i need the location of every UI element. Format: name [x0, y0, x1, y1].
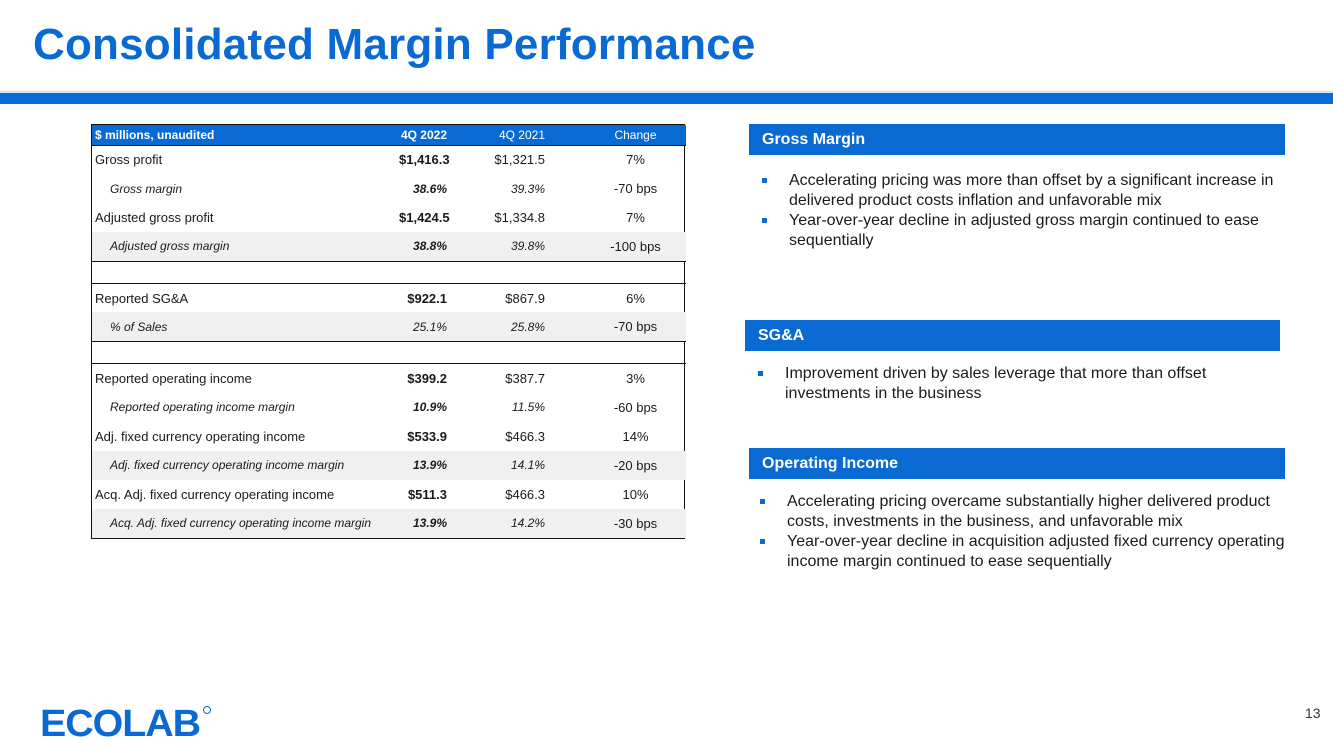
gross-margin-heading: Gross Margin	[749, 124, 1285, 155]
value-change: 3%	[626, 370, 645, 386]
row-label: % of Sales	[92, 312, 399, 342]
value-4q2021: $1,321.5	[494, 152, 545, 168]
value-change: -70 bps	[613, 181, 658, 197]
value-4q2022: 38.6%	[412, 181, 447, 196]
value-change: -100 bps	[567, 232, 686, 262]
margin-table: $ millions, unaudited 4Q 2022 4Q 2021 Ch…	[91, 124, 686, 539]
value-change: 10%	[622, 486, 649, 502]
bullet-square-icon	[758, 371, 763, 376]
value-change: -30 bps	[567, 508, 686, 538]
table-row: Gross margin 38.6% 39.3% -70 bps	[92, 174, 686, 203]
table-header-row: $ millions, unaudited 4Q 2022 4Q 2021 Ch…	[92, 125, 686, 146]
column-header-4q2022: 4Q 2022	[399, 125, 471, 146]
table-row: Acq. Adj. fixed currency operating incom…	[92, 508, 686, 538]
value-4q2022: $1,424.5	[399, 210, 450, 226]
row-label: Gross margin	[110, 181, 183, 196]
value-change: -60 bps	[613, 399, 658, 415]
bullet-square-icon	[762, 218, 767, 223]
gross-margin-bullets: Accelerating pricing was more than offse…	[754, 171, 1294, 251]
page-title: Consolidated Margin Performance	[33, 20, 756, 69]
column-header-4q2021: 4Q 2021	[471, 125, 567, 146]
value-change: 7%	[626, 152, 645, 168]
bullet-square-icon	[760, 499, 765, 504]
row-label: Reported SG&A	[95, 290, 189, 306]
value-change: -20 bps	[567, 450, 686, 480]
table-row: Gross profit $1,416.3 $1,321.5 7%	[92, 145, 686, 174]
operating-income-heading: Operating Income	[749, 448, 1285, 479]
title-divider	[0, 93, 1333, 104]
row-label: Adjusted gross margin	[92, 232, 399, 262]
value-4q2021: 39.3%	[510, 181, 545, 196]
value-4q2021: 14.2%	[471, 508, 567, 538]
value-4q2022: 38.8%	[399, 232, 471, 262]
value-4q2022: $399.2	[407, 370, 447, 386]
row-label: Adj. fixed currency operating income mar…	[92, 450, 399, 480]
value-4q2022: 10.9%	[412, 400, 447, 415]
logo-wordmark: ECOLAB	[40, 703, 200, 741]
value-4q2021: $1,334.8	[494, 210, 545, 226]
value-4q2022: $511.3	[407, 486, 447, 502]
table-row: Adj. fixed currency operating income mar…	[92, 450, 686, 480]
value-4q2022: $1,416.3	[399, 152, 450, 168]
value-4q2021: 11.5%	[511, 400, 545, 415]
value-4q2022: $922.1	[407, 290, 447, 306]
table-row: Reported operating income $399.2 $387.7 …	[92, 363, 686, 392]
sga-bullets: Improvement driven by sales leverage tha…	[750, 364, 1270, 404]
table-row: % of Sales 25.1% 25.8% -70 bps	[92, 312, 686, 342]
value-4q2021: $387.7	[505, 370, 545, 386]
table-row: Adjusted gross profit $1,424.5 $1,334.8 …	[92, 203, 686, 232]
table-row: Reported operating income margin 10.9% 1…	[92, 393, 686, 422]
row-label: Adjusted gross profit	[95, 210, 214, 226]
list-item: Year-over-year decline in acquisition ad…	[752, 532, 1292, 572]
bullet-square-icon	[762, 178, 767, 183]
bullet-square-icon	[760, 539, 765, 544]
column-header-change: Change	[567, 125, 686, 146]
list-item: Improvement driven by sales leverage tha…	[750, 364, 1270, 404]
value-change: 14%	[622, 428, 649, 444]
list-item: Year-over-year decline in adjusted gross…	[754, 211, 1294, 251]
row-label: Gross profit	[95, 152, 163, 168]
table-row: Acq. Adj. fixed currency operating incom…	[92, 480, 686, 509]
value-4q2021: $466.3	[505, 428, 545, 444]
table-row: Adjusted gross margin 38.8% 39.8% -100 b…	[92, 232, 686, 262]
row-label: Reported operating income margin	[110, 400, 295, 415]
value-4q2021: $867.9	[505, 290, 545, 306]
table-row: Reported SG&A $922.1 $867.9 6%	[92, 283, 686, 312]
column-header-metric: $ millions, unaudited	[92, 125, 399, 146]
value-4q2021: 25.8%	[471, 312, 567, 342]
value-4q2022: 13.9%	[399, 450, 471, 480]
row-label: Adj. fixed currency operating income	[95, 428, 306, 444]
registered-mark-icon	[203, 706, 211, 714]
value-4q2022: $533.9	[407, 428, 447, 444]
value-change: 7%	[626, 210, 645, 226]
table-spacer-row	[92, 340, 686, 364]
value-4q2021: 14.1%	[471, 450, 567, 480]
list-item: Accelerating pricing overcame substantia…	[752, 492, 1292, 532]
value-4q2021: $466.3	[505, 486, 545, 502]
value-4q2022: 13.9%	[399, 508, 471, 538]
value-change: -70 bps	[567, 312, 686, 342]
value-4q2021: 39.8%	[471, 232, 567, 262]
row-label: Acq. Adj. fixed currency operating incom…	[92, 508, 399, 538]
value-change: 6%	[626, 290, 645, 306]
page-number: 13	[1305, 705, 1321, 721]
value-4q2022: 25.1%	[399, 312, 471, 342]
sga-heading: SG&A	[745, 320, 1280, 351]
ecolab-logo: ECOLAB	[40, 703, 211, 741]
row-label: Acq. Adj. fixed currency operating incom…	[95, 486, 335, 502]
list-item: Accelerating pricing was more than offse…	[754, 171, 1294, 211]
title-divider-highlight	[0, 91, 1333, 93]
operating-income-bullets: Accelerating pricing overcame substantia…	[752, 492, 1292, 572]
table-row: Adj. fixed currency operating income $53…	[92, 422, 686, 451]
table-spacer-row	[92, 260, 686, 284]
row-label: Reported operating income	[95, 370, 252, 386]
